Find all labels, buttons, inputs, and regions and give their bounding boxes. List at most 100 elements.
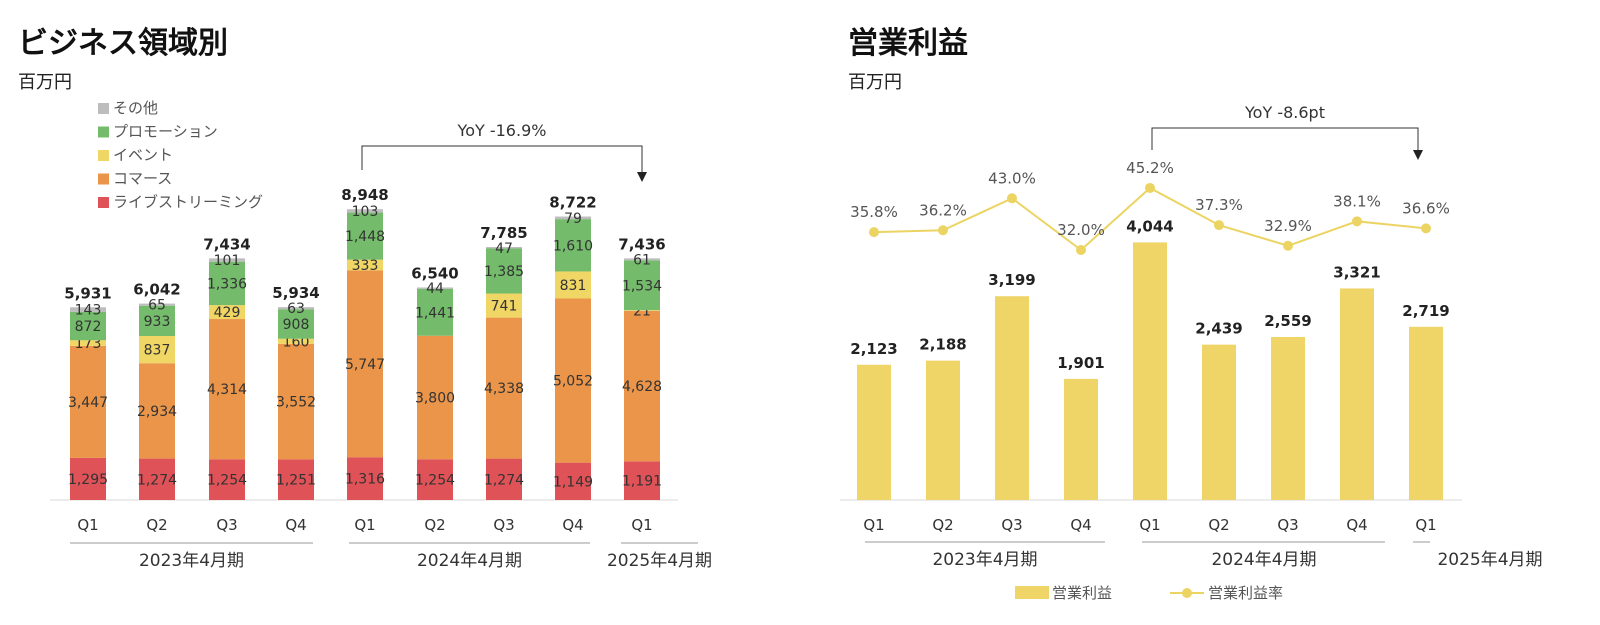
left-chart-unit: 百万円 (18, 72, 72, 93)
legend-swatch (1015, 586, 1049, 599)
segment-value-label: 1,316 (345, 472, 385, 488)
group-label: 2024年4月期 (1211, 550, 1316, 570)
margin-point (869, 227, 879, 238)
profit-value-label: 2,719 (1402, 302, 1449, 320)
profit-value-label: 1,901 (1057, 354, 1104, 372)
bar-segment (209, 261, 245, 306)
segment-value-label: 1,610 (553, 238, 593, 254)
legend-swatch (98, 173, 109, 185)
bar-segment (70, 340, 106, 346)
profit-value-label: 2,188 (919, 336, 966, 354)
operating-profit-panel: 営業利益 百万円 2,123 Q1 2,188 Q2 3,199 Q3 1,901 Q4 4,0… (830, 0, 1600, 625)
right-chart-unit: 百万円 (848, 72, 902, 93)
segment-value-label: 103 (352, 204, 379, 220)
legend-swatch (98, 103, 109, 114)
segment-value-label: 5,052 (553, 374, 593, 390)
x-tick-label: Q4 (1346, 516, 1367, 534)
total-value-label: 5,931 (64, 284, 111, 302)
profit-bar (926, 360, 960, 500)
x-tick-label: Q4 (562, 516, 583, 534)
margin-point (1214, 220, 1224, 231)
x-tick-label: Q4 (285, 516, 306, 534)
bar-segment (555, 298, 591, 463)
margin-point (1145, 182, 1155, 193)
bar-segment (486, 248, 522, 294)
margin-point (1007, 193, 1017, 204)
margin-value-label: 43.0% (988, 169, 1036, 187)
business-segment-chart: 1,2953,4471738721435,931Q11,2742,9348379… (50, 99, 712, 571)
segment-value-label: 1,385 (484, 264, 524, 280)
bar-segment (278, 338, 314, 344)
segment-value-label: 3,552 (276, 395, 316, 411)
legend-label: イベント (113, 146, 173, 164)
yoy-arrowhead (637, 172, 647, 182)
x-tick-label: Q1 (863, 516, 884, 534)
segment-value-label: 872 (75, 319, 102, 335)
margin-point (1076, 245, 1086, 255)
segment-value-label: 831 (560, 278, 587, 294)
bar-segment (347, 209, 383, 213)
segment-value-label: 44 (426, 281, 444, 297)
margin-value-label: 32.0% (1057, 221, 1105, 239)
bar-segment (486, 246, 522, 249)
profit-bar (1133, 242, 1167, 500)
yoy-bracket (361, 145, 643, 174)
segment-value-label: 1,448 (345, 229, 385, 245)
bar-segment (347, 259, 383, 271)
right-chart-title: 営業利益 (848, 26, 968, 61)
yoy-bracket (1151, 127, 1419, 152)
x-tick-label: Q1 (1139, 516, 1160, 534)
bar-segment (417, 459, 453, 500)
segment-value-label: 1,274 (484, 472, 524, 488)
bar-segment (70, 345, 106, 458)
segment-value-label: 429 (214, 305, 241, 321)
yoy-arrowhead (1413, 150, 1423, 160)
segment-value-label: 3,447 (68, 395, 108, 411)
segment-value-label: 61 (633, 252, 651, 268)
bar-segment (555, 271, 591, 299)
segment-value-label: 2,934 (137, 404, 177, 420)
x-tick-label: Q2 (932, 516, 953, 534)
segment-value-label: 1,441 (415, 305, 455, 321)
x-tick-label: Q1 (1415, 516, 1436, 534)
margin-point (938, 225, 948, 236)
segment-value-label: 63 (287, 301, 305, 317)
profit-bar (1202, 344, 1236, 500)
group-label: 2025年4月期 (607, 551, 712, 571)
x-tick-label: Q3 (1277, 516, 1298, 534)
profit-value-label: 4,044 (1126, 217, 1173, 235)
margin-value-label: 35.8% (850, 203, 898, 221)
segment-value-label: 1,254 (415, 473, 455, 489)
segment-value-label: 47 (495, 241, 513, 257)
profit-value-label: 2,559 (1264, 312, 1311, 330)
x-tick-label: Q4 (1070, 516, 1091, 534)
total-value-label: 7,434 (203, 235, 250, 253)
bar-segment (624, 461, 660, 500)
bar-segment (70, 311, 106, 341)
segment-value-label: 1,295 (68, 472, 108, 488)
bar-segment (209, 305, 245, 320)
bar-segment (417, 288, 453, 336)
margin-value-label: 45.2% (1126, 159, 1174, 177)
legend-label: 営業利益率 (1208, 584, 1283, 602)
segment-value-label: 1,274 (137, 472, 177, 488)
margin-point (1421, 223, 1431, 234)
x-tick-label: Q3 (216, 516, 237, 534)
bar-segment (417, 287, 453, 289)
x-tick-label: Q1 (631, 516, 652, 534)
bar-segment (209, 258, 245, 262)
x-tick-label: Q3 (493, 516, 514, 534)
total-value-label: 6,540 (411, 264, 458, 282)
profit-bar (995, 296, 1029, 500)
group-label: 2023年4月期 (932, 550, 1037, 570)
margin-value-label: 36.6% (1402, 199, 1450, 217)
segment-value-label: 1,191 (622, 474, 662, 490)
total-value-label: 6,042 (133, 281, 180, 299)
legend-label: コマース (113, 170, 172, 188)
bar-segment (486, 293, 522, 318)
yoy-label: YoY -8.6pt (1244, 103, 1325, 122)
profit-value-label: 2,123 (850, 340, 897, 358)
bar-segment (555, 216, 591, 220)
segment-value-label: 143 (75, 303, 102, 319)
legend-marker (1182, 588, 1192, 598)
